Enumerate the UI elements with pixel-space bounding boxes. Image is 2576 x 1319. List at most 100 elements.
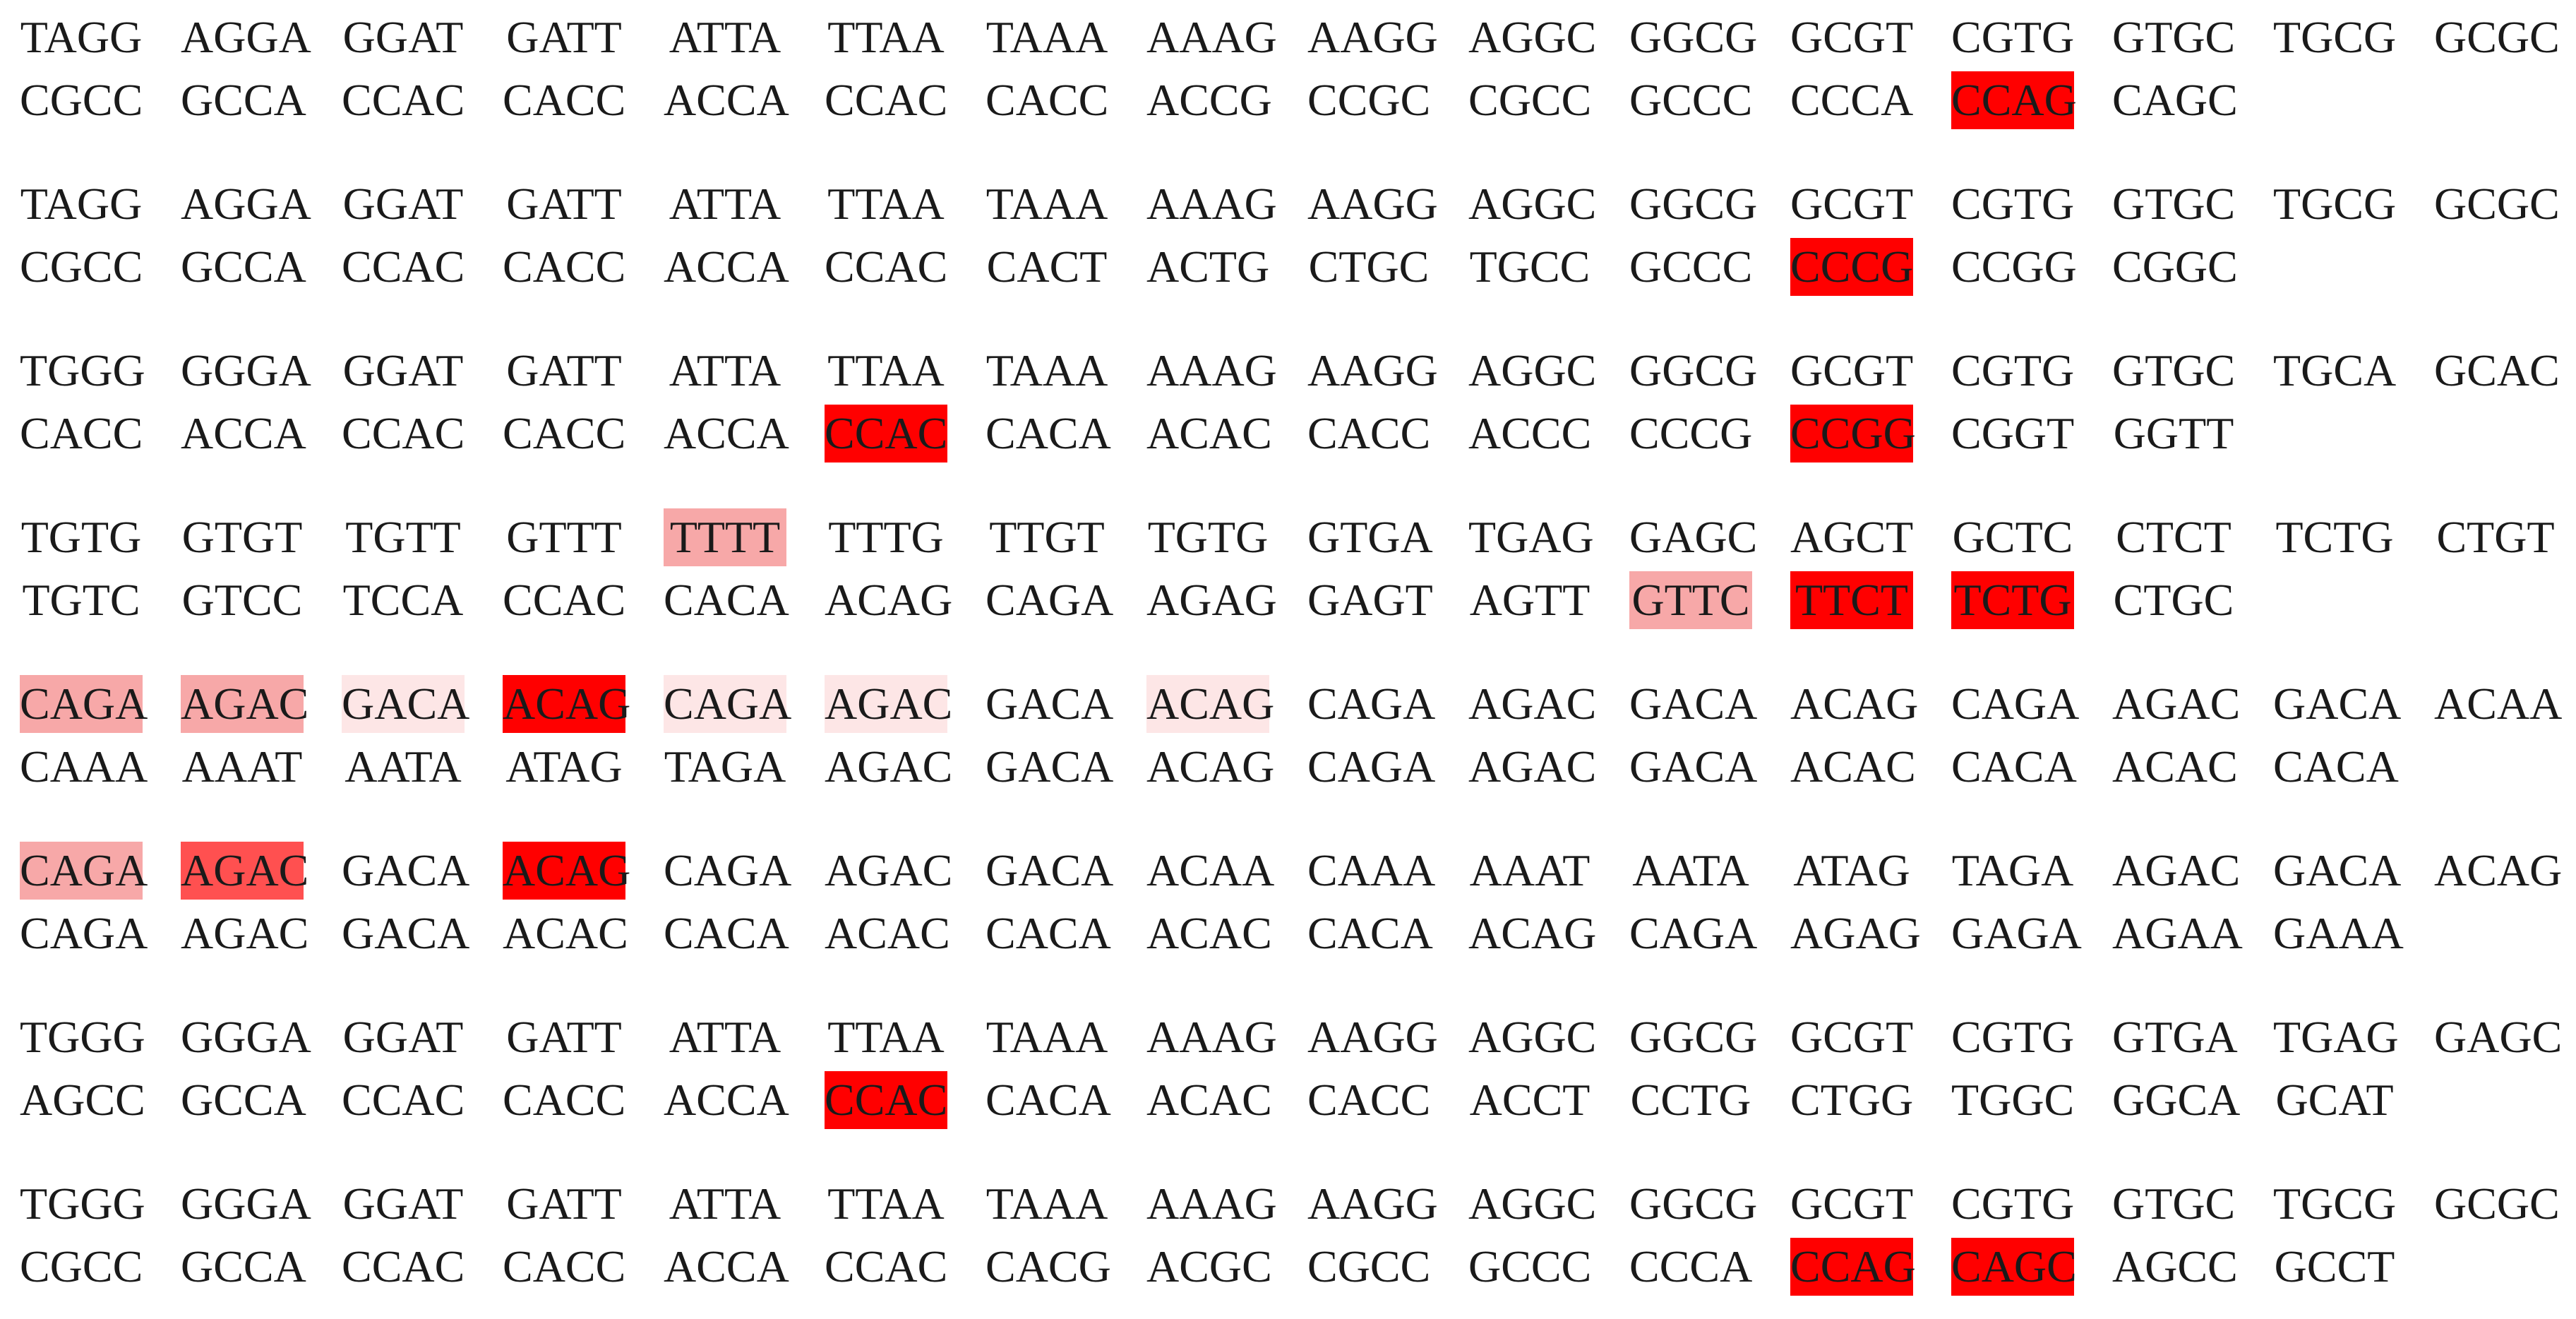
kmer-token: GACA [2273, 845, 2402, 895]
kmer-token: ATAG [505, 741, 623, 792]
kmer-token: CAGA [1951, 679, 2080, 729]
sequence-row: TGGG GGGA GGAT GATT ATTA TTAA TAAA AAAG AAGG AGGC… [0, 1175, 2576, 1233]
kmer-token: ACAG [2434, 845, 2563, 895]
kmer-token: ACCA [181, 408, 306, 458]
kmer-token-highlighted: CAGA [20, 842, 148, 900]
kmer-token-highlighted: ACAG [503, 842, 630, 900]
kmer-token: AAGG [1307, 1178, 1438, 1229]
kmer-token: CGCC [20, 241, 143, 292]
kmer-token: CCAC [342, 408, 465, 458]
kmer-token: GCCC [1629, 241, 1753, 292]
kmer-token: GTGC [2112, 1178, 2236, 1229]
kmer-token: CCAC [503, 575, 626, 625]
kmer-token: CACC [986, 75, 1109, 125]
kmer-token: CTGG [1790, 1075, 1914, 1125]
kmer-token: GGGA [181, 1178, 311, 1229]
kmer-token: GACA [1629, 679, 1758, 729]
kmer-token: AAAG [1146, 12, 1277, 62]
kmer-token: GACA [2273, 679, 2402, 729]
kmer-token: GCAT [2275, 1075, 2394, 1125]
kmer-token: GAGC [1629, 512, 1758, 562]
kmer-token: TAGG [20, 179, 143, 229]
sequence-row: CGCC GCCA CCAC CACC ACCA CCAC CACC ACCG CCGC CGCC… [0, 71, 2576, 129]
kmer-token: GCGT [1790, 1012, 1914, 1062]
kmer-token: AATA [345, 741, 462, 792]
kmer-token: CGCC [20, 75, 143, 125]
kmer-token: TTAA [827, 1012, 945, 1062]
kmer-token: TGTT [345, 512, 461, 562]
kmer-token: GGCG [1629, 179, 1758, 229]
kmer-token: AAAT [181, 741, 303, 792]
kmer-token: GTGA [1307, 512, 1433, 562]
kmer-token-highlighted: CAGA [20, 675, 148, 733]
kmer-token: TGAG [2273, 1012, 2399, 1062]
sequence-row: TAGG AGGA GGAT GATT ATTA TTAA TAAA AAAG AAGG AGGC… [0, 175, 2576, 233]
kmer-token: GACA [342, 845, 470, 895]
kmer-token: ACCA [664, 1075, 789, 1125]
kmer-token-highlighted: AGAC [825, 675, 952, 733]
kmer-token: CACA [1951, 741, 2077, 792]
kmer-token: ACAG [1146, 741, 1275, 792]
kmer-token: GAAA [2273, 908, 2404, 958]
kmer-token-highlighted: CCAC [825, 405, 947, 462]
kmer-token: ACGC [1146, 1241, 1272, 1291]
kmer-token: CACG [986, 1241, 1111, 1291]
kmer-token: TGCG [2273, 12, 2397, 62]
kmer-token: AGAC [2112, 679, 2241, 729]
kmer-token: GCCC [1468, 1241, 1592, 1291]
kmer-token: CCAC [825, 241, 948, 292]
kmer-token: CACA [664, 908, 789, 958]
kmer-token: GTGC [2112, 345, 2236, 395]
kmer-token: GGAT [342, 1178, 464, 1229]
kmer-token-highlighted: CCAG [1951, 71, 2077, 129]
kmer-token: CACA [2273, 741, 2399, 792]
sequence-row: CAAA AAAT AATA ATAG TAGA AGAC GACA ACAG CAGA AGAC… [0, 738, 2576, 796]
kmer-token: TGGC [1951, 1075, 2075, 1125]
kmer-token: GCGC [2434, 12, 2560, 62]
kmer-token: AAGG [1307, 12, 1438, 62]
kmer-token: GTGC [2112, 179, 2236, 229]
kmer-token: ACAC [1146, 408, 1272, 458]
kmer-token: AGGC [1468, 179, 1597, 229]
kmer-token: AGGC [1468, 1012, 1597, 1062]
kmer-token: GATT [506, 179, 622, 229]
kmer-token: GACA [342, 908, 470, 958]
kmer-token: CGCC [20, 1241, 143, 1291]
kmer-token: TTGT [989, 512, 1105, 562]
sequence-row: CAGA AGAC GACA ACAG CAGA AGAC GACA ACAA CAAA AAAT… [0, 842, 2576, 900]
kmer-token-highlighted: GACA [342, 675, 469, 733]
kmer-token: GCAC [2434, 345, 2560, 395]
kmer-token: CAAA [20, 741, 148, 792]
kmer-token: CACA [664, 575, 789, 625]
kmer-token: AGAG [1790, 908, 1921, 958]
sequence-row: CAGA AGAC GACA ACAC CACA ACAC CACA ACAC CACA ACAG… [0, 905, 2576, 962]
kmer-token: CGTG [1951, 1178, 2075, 1229]
kmer-token: CCAC [342, 241, 465, 292]
sequence-row: AGCC GCCA CCAC CACC ACCA CCAC CACA ACAC CACC ACCT… [0, 1071, 2576, 1129]
kmer-token: GCGT [1790, 345, 1914, 395]
kmer-token: ATTA [669, 179, 781, 229]
kmer-token: CGGT [1951, 408, 2075, 458]
sequence-row: CGCC GCCA CCAC CACC ACCA CCAC CACT ACTG CTGC TGCC… [0, 238, 2576, 296]
kmer-token: ACAC [1146, 1075, 1272, 1125]
kmer-token: ACAC [503, 908, 628, 958]
kmer-token: CCTG [1630, 1075, 1751, 1125]
kmer-token: ACCC [1468, 408, 1592, 458]
kmer-token: CGTG [1951, 179, 2075, 229]
kmer-token: CACC [503, 75, 626, 125]
kmer-token: ACAG [1468, 908, 1597, 958]
kmer-token: ATTA [669, 1012, 781, 1062]
kmer-token: GAGA [1951, 908, 2082, 958]
kmer-token: GGCG [1629, 345, 1758, 395]
kmer-token: AAGG [1307, 345, 1438, 395]
kmer-token: CACA [986, 1075, 1111, 1125]
kmer-token: GTCC [181, 575, 303, 625]
kmer-token: AGCC [2112, 1241, 2238, 1291]
kmer-token: GCGC [2434, 1178, 2560, 1229]
kmer-token: CAGC [2112, 75, 2238, 125]
kmer-token: TTAA [827, 179, 945, 229]
kmer-token: CACC [1307, 408, 1431, 458]
kmer-token: TTAA [827, 12, 945, 62]
kmer-token: ACAA [1146, 845, 1275, 895]
